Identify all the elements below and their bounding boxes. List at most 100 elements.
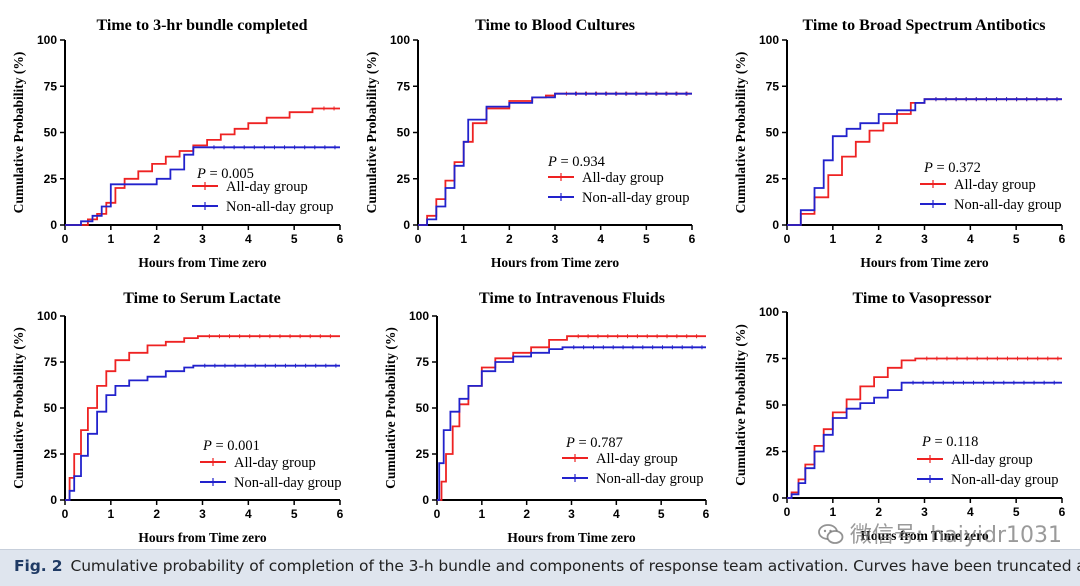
caption-bar: Fig. 2 Cumulative probability of completi…	[0, 549, 1080, 586]
legend-label: Non-all-day group	[226, 199, 334, 215]
chat-bubbles-icon	[818, 524, 844, 544]
y-tick-label: 100	[759, 33, 779, 47]
y-axis-label: Cumulative Probability (%)	[383, 327, 398, 489]
x-tick-label: 0	[415, 232, 422, 246]
series-line-non-all-day	[787, 98, 1062, 226]
p-value-annotation: P = 0.001	[202, 438, 260, 454]
y-tick-label: 25	[44, 172, 58, 186]
x-axis-label: Hours from Time zero	[860, 528, 989, 543]
chart-title: Time to Serum Lactate	[123, 290, 280, 307]
x-axis-label: Hours from Time zero	[138, 530, 267, 545]
x-tick-label: 2	[875, 505, 882, 519]
series-line-all-day	[787, 357, 1062, 499]
x-tick-label: 5	[1013, 505, 1020, 519]
x-tick-label: 5	[291, 232, 298, 246]
x-tick-label: 1	[107, 232, 114, 246]
y-tick-label: 75	[766, 79, 780, 93]
x-tick-label: 1	[829, 232, 836, 246]
y-tick-label: 50	[397, 126, 411, 140]
p-value-symbol: P	[921, 434, 931, 450]
y-tick-label: 75	[44, 355, 58, 369]
y-tick-label: 50	[766, 398, 780, 412]
y-tick-label: 50	[44, 401, 58, 415]
x-tick-label: 5	[1013, 232, 1020, 246]
chart-title: Time to Blood Cultures	[475, 17, 635, 34]
chart-panel-2: Time to Blood Cultures 0 25 50 75 100 0 1 2 3 4 5 6 H…	[364, 17, 696, 270]
x-tick-label: 4	[597, 232, 604, 246]
chart-panel-4: Time to Serum Lactate 0 25 50 75 100 0 1 2 3 4 5 6 Ho…	[11, 290, 344, 545]
p-value-symbol: P	[923, 160, 933, 176]
chart-title: Time to Intravenous Fluids	[479, 290, 665, 307]
y-tick-label: 25	[44, 447, 58, 461]
y-tick-label: 25	[416, 447, 430, 461]
legend-label: Non-all-day group	[234, 475, 342, 491]
series-line-all-day	[65, 107, 340, 226]
y-tick-label: 25	[766, 172, 780, 186]
x-tick-label: 4	[967, 232, 974, 246]
x-tick-label: 3	[199, 507, 206, 521]
series-line-all-day	[65, 335, 340, 501]
p-value-annotation: P = 0.118	[921, 434, 978, 450]
x-tick-label: 3	[199, 232, 206, 246]
x-tick-label: 3	[921, 232, 928, 246]
p-value-text: = 0.787	[575, 435, 623, 451]
p-value-text: = 0.372	[933, 160, 981, 176]
x-tick-label: 5	[658, 507, 665, 521]
legend-label: Non-all-day group	[954, 197, 1062, 213]
x-tick-label: 3	[568, 507, 575, 521]
x-tick-label: 5	[643, 232, 650, 246]
p-value-annotation: P = 0.787	[565, 435, 623, 451]
x-tick-label: 1	[460, 232, 467, 246]
y-axis-label: Cumulative Probability (%)	[364, 52, 379, 214]
x-tick-label: 4	[245, 507, 252, 521]
x-tick-label: 4	[245, 232, 252, 246]
series-line-non-all-day	[65, 146, 340, 226]
x-tick-label: 2	[875, 232, 882, 246]
p-value-text: = 0.934	[557, 154, 606, 170]
x-axis-label: Hours from Time zero	[860, 255, 989, 270]
legend-label: All-day group	[951, 452, 1033, 468]
x-tick-label: 6	[337, 232, 344, 246]
series-line-non-all-day	[787, 381, 1062, 499]
y-tick-label: 0	[403, 218, 410, 232]
chart-panel-1: Time to 3-hr bundle completed02550751000…	[11, 17, 344, 270]
y-tick-label: 25	[766, 445, 780, 459]
y-tick-label: 100	[409, 309, 429, 323]
y-axis-label: Cumulative Probability (%)	[733, 52, 748, 214]
watermark: 微信号: haiyidr1031	[818, 517, 1062, 549]
y-tick-label: 75	[397, 79, 411, 93]
p-value-text: = 0.001	[212, 438, 260, 454]
p-value-annotation: P = 0.005	[196, 166, 254, 182]
x-tick-label: 0	[784, 505, 791, 519]
p-value-annotation: P = 0.934	[547, 154, 606, 170]
chart-panel-6: Time to Vasopressor 0 25 50 75 100 0 1 2 3 4 5 6 Hour…	[733, 290, 1066, 543]
y-tick-label: 0	[422, 493, 429, 507]
y-tick-label: 100	[37, 309, 57, 323]
watermark-text: 微信号: haiyidr1031	[849, 523, 1062, 548]
x-tick-label: 6	[689, 232, 696, 246]
y-tick-label: 0	[50, 218, 57, 232]
chart-panel-3: Time to Broad Spectrum Antibotics0255075…	[733, 17, 1066, 270]
chart-title: Time to Broad Spectrum Antibotics	[803, 17, 1046, 34]
legend-label: All-day group	[954, 177, 1036, 193]
series-line-non-all-day	[65, 364, 340, 501]
p-value-symbol: P	[196, 166, 206, 182]
y-tick-label: 50	[766, 126, 780, 140]
p-value-annotation: P = 0.372	[923, 160, 981, 176]
p-value-symbol: P	[202, 438, 212, 454]
y-tick-label: 0	[50, 493, 57, 507]
x-tick-label: 1	[478, 507, 485, 521]
figure-caption: Fig. 2 Cumulative probability of completi…	[14, 557, 1080, 575]
legend-label: All-day group	[226, 179, 308, 195]
x-tick-label: 2	[153, 232, 160, 246]
legend-label: Non-all-day group	[582, 190, 690, 206]
x-tick-label: 6	[337, 507, 344, 521]
legend-label: All-day group	[582, 170, 664, 186]
chart-title: Time to Vasopressor	[853, 290, 992, 307]
x-tick-label: 6	[1059, 232, 1066, 246]
p-value-text: = 0.005	[206, 166, 254, 182]
y-tick-label: 75	[44, 79, 58, 93]
y-axis-label: Cumulative Probability (%)	[733, 324, 748, 486]
y-tick-label: 0	[772, 491, 779, 505]
